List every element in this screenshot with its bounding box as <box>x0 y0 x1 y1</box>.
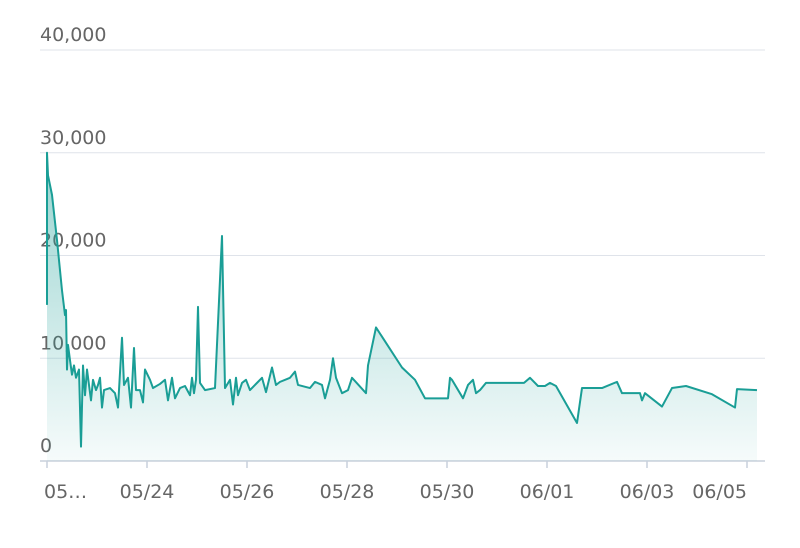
x-tick-label: 05/26 <box>220 481 275 503</box>
x-tick-label: 06/05 <box>692 481 747 503</box>
x-tick-label: 05/30 <box>420 481 475 503</box>
area <box>47 152 757 461</box>
y-tick-label: 30,000 <box>40 127 106 149</box>
y-tick-label: 40,000 <box>40 24 106 46</box>
x-tick-label: 06/01 <box>520 481 575 503</box>
x-tick-label: 05/24 <box>120 481 175 503</box>
line <box>46 151 758 448</box>
x-tick-label: 05/28 <box>320 481 375 503</box>
x-tick-label: 05… <box>44 481 87 503</box>
x-tick-label: 06/03 <box>620 481 675 503</box>
